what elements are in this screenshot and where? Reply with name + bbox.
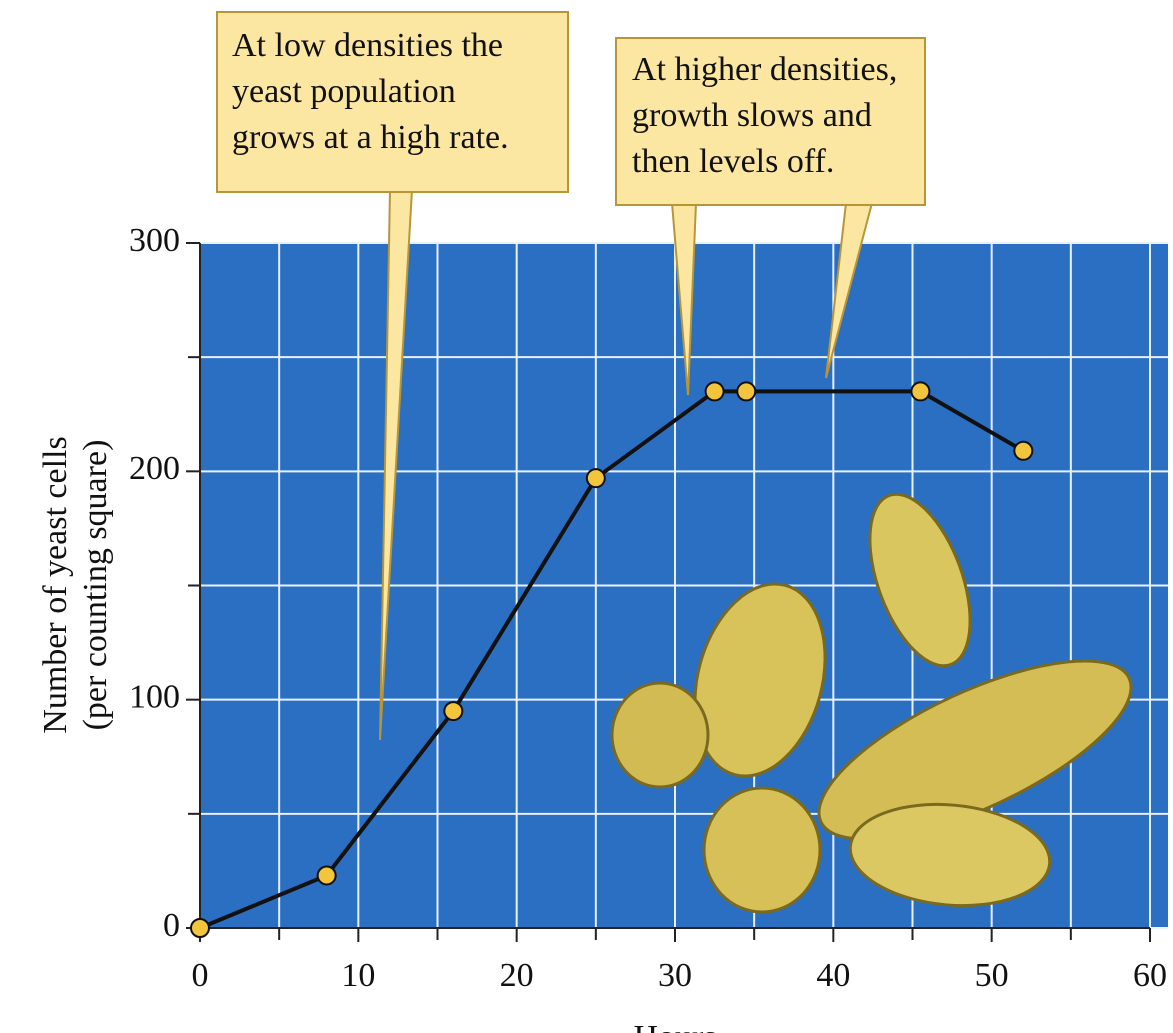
y-axis-label: Number of yeast cells — [37, 436, 74, 733]
callout-box — [216, 11, 569, 193]
annotation-text: grows at a high rate. — [232, 119, 509, 156]
x-tick-label: 10 — [341, 957, 375, 994]
x-tick-label: 50 — [975, 957, 1009, 994]
data-point — [316, 865, 337, 886]
x-tick-label: 20 — [500, 957, 534, 994]
y-tick-label: 200 — [129, 450, 180, 487]
data-point — [1013, 440, 1034, 461]
annotation-text: At higher densities, — [632, 51, 897, 88]
y-axis-label: (per counting square) — [77, 440, 114, 731]
x-tick-label: 40 — [816, 957, 850, 994]
data-point — [736, 381, 757, 402]
annotation-text: growth slows and — [632, 97, 872, 134]
y-tick-label: 0 — [163, 907, 180, 944]
x-tick-label: 0 — [192, 957, 209, 994]
data-point — [910, 381, 931, 402]
callout-box — [615, 37, 926, 206]
yeast-illustration — [610, 492, 1133, 914]
y-tick-label: 100 — [129, 678, 180, 715]
y-tick-label: 300 — [129, 222, 180, 259]
data-point — [704, 381, 725, 402]
annotation-text: then levels off. — [632, 143, 834, 180]
annotation-text: yeast population — [232, 73, 456, 110]
x-tick-label: 30 — [658, 957, 692, 994]
x-tick-label: 60 — [1133, 957, 1167, 994]
x-axis-label: Hours — [633, 1019, 716, 1033]
data-line — [199, 389, 1025, 930]
annotation-text: At low densities the — [232, 27, 503, 64]
data-point — [443, 701, 464, 722]
data-point — [190, 918, 210, 938]
data-point — [585, 468, 606, 489]
